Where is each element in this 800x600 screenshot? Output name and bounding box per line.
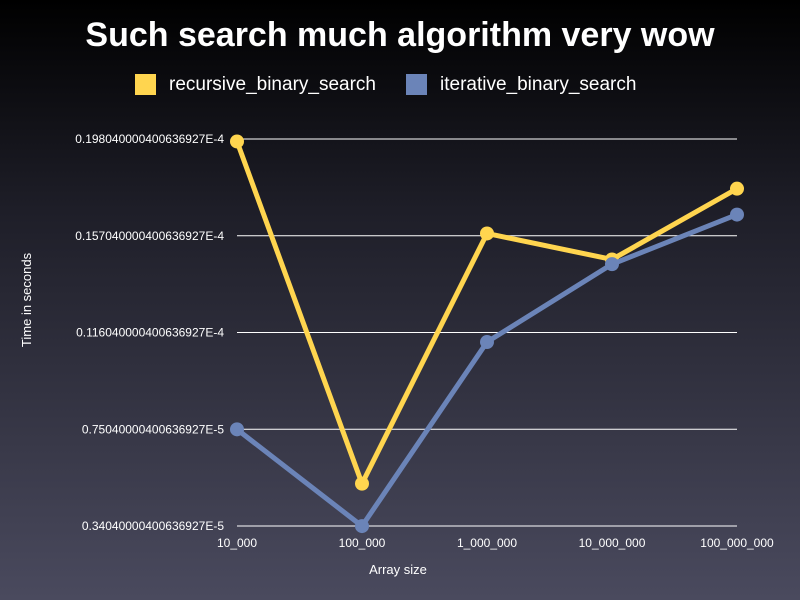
y-axis-label: Time in seconds xyxy=(19,252,34,347)
x-tick-label: 10_000_000 xyxy=(579,536,646,550)
data-point xyxy=(730,207,744,222)
data-point xyxy=(480,335,494,350)
series-line xyxy=(234,140,739,487)
legend: recursive_binary_search iterative_binary_… xyxy=(135,74,636,95)
x-tick-label: 10_000 xyxy=(217,536,257,550)
y-axis-ticks: 0.34040000400636927E-5 0.7504000040063692… xyxy=(75,132,224,533)
data-point xyxy=(730,181,744,196)
legend-item: iterative_binary_search xyxy=(406,74,636,95)
series-line xyxy=(235,212,738,529)
data-point xyxy=(355,476,369,491)
legend-swatch xyxy=(135,74,156,95)
data-point xyxy=(605,257,619,272)
y-tick-label: 0.157040000400636927E-4 xyxy=(75,229,224,243)
data-point xyxy=(230,134,244,149)
x-axis-ticks: 10_000 100_000 1_000_000 10_000_000 100_000_… xyxy=(217,536,774,550)
legend-item: recursive_binary_search xyxy=(135,74,376,95)
y-tick-label: 0.198040000400636927E-4 xyxy=(75,132,224,146)
y-tick-label: 0.75040000400636927E-5 xyxy=(82,422,224,436)
gridlines xyxy=(237,138,737,527)
series-iterative_binary_search xyxy=(230,207,744,534)
data-point xyxy=(355,519,369,534)
series-recursive_binary_search xyxy=(230,134,744,491)
x-tick-label: 100_000 xyxy=(339,536,386,550)
x-tick-label: 1_000_000 xyxy=(457,536,517,550)
data-point xyxy=(230,422,244,437)
x-axis-label: Array size xyxy=(369,562,427,577)
data-point xyxy=(480,226,494,241)
legend-label: recursive_binary_search xyxy=(169,74,376,95)
chart-title: Such search much algorithm very wow xyxy=(85,16,715,54)
y-tick-label: 0.34040000400636927E-5 xyxy=(82,519,224,533)
legend-swatch xyxy=(406,74,427,95)
x-tick-label: 100_000_000 xyxy=(700,536,774,550)
legend-label: iterative_binary_search xyxy=(440,74,636,95)
series-lines xyxy=(230,134,744,534)
y-tick-label: 0.116040000400636927E-4 xyxy=(76,326,224,340)
